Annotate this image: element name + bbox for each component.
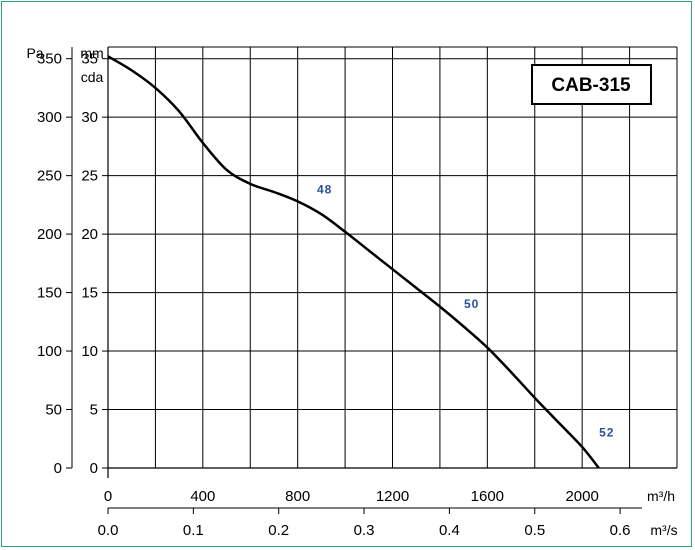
y-tick-label-pa: 350 bbox=[37, 51, 62, 68]
x-tick-label-m3h: 1200 bbox=[376, 488, 409, 505]
x-tick-label-m3h: 0 bbox=[104, 488, 112, 505]
y-tick-label-pa: 300 bbox=[37, 109, 62, 126]
annotations: 48 50 52 bbox=[317, 182, 614, 440]
y-tick-label-pa: 250 bbox=[37, 168, 62, 185]
y-right-unit-mm: mm bbox=[80, 45, 103, 61]
x-tick-label-m3s: 0.6 bbox=[610, 522, 631, 539]
y-left-unit: Pa bbox=[26, 45, 43, 61]
curve-annotation: 48 bbox=[317, 182, 332, 196]
title-box bbox=[531, 64, 652, 105]
y-tick-label-mmcda: 30 bbox=[81, 109, 98, 126]
grid bbox=[66, 46, 678, 514]
y-tick-label-mmcda: 10 bbox=[81, 343, 98, 360]
y-tick-label-mmcda: 0 bbox=[90, 460, 98, 477]
x-tick-label-m3s: 0.2 bbox=[268, 522, 289, 539]
x-tick-label-m3s: 0.5 bbox=[524, 522, 545, 539]
x-top-unit: m³/h bbox=[647, 488, 675, 504]
x-tick-label-m3h: 400 bbox=[190, 488, 215, 505]
x-tick-label-m3h: 2000 bbox=[565, 488, 598, 505]
y-tick-label-pa: 0 bbox=[54, 460, 62, 477]
x-tick-label-m3s: 0.3 bbox=[354, 522, 375, 539]
y-tick-label-mmcda: 35 bbox=[81, 51, 98, 68]
y-tick-label-pa: 200 bbox=[37, 226, 62, 243]
y-tick-label-pa: 100 bbox=[37, 343, 62, 360]
x-tick-label-m3s: 0.1 bbox=[183, 522, 204, 539]
x-tick-label-m3s: 0.0 bbox=[98, 522, 119, 539]
y-tick-label-mmcda: 25 bbox=[81, 168, 98, 185]
x-tick-label-m3h: 800 bbox=[285, 488, 310, 505]
performance-curve bbox=[107, 55, 600, 469]
y-tick-label-mmcda: 20 bbox=[81, 226, 98, 243]
y-tick-label-pa: 150 bbox=[37, 285, 62, 302]
x-tick-label-m3h: 1600 bbox=[471, 488, 504, 505]
x-bottom-unit: m³/s bbox=[650, 522, 677, 538]
curve-annotation: 52 bbox=[599, 426, 614, 440]
y-tick-label-mmcda: 15 bbox=[81, 285, 98, 302]
y-right-unit-cda: cda bbox=[81, 69, 104, 85]
curve-annotation: 50 bbox=[464, 297, 479, 311]
chart-title: CAB-315 bbox=[551, 75, 631, 96]
curve-group bbox=[107, 55, 600, 469]
y-tick-label-pa: 50 bbox=[45, 402, 62, 419]
y-tick-label-mmcda: 5 bbox=[90, 402, 98, 419]
x-tick-label-m3s: 0.4 bbox=[439, 522, 460, 539]
